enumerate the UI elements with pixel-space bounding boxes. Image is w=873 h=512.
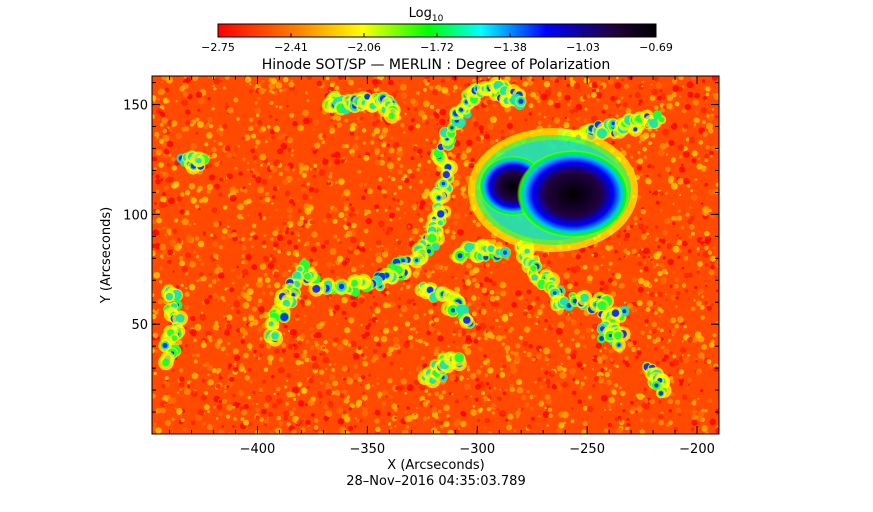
x-axis: −400 −350 −300 −250 −200 <box>169 76 720 457</box>
colorbar-tick-label: −2.06 <box>347 41 381 54</box>
x-axis-label: X (Arcseconds) <box>387 458 484 473</box>
colorbar-tick-label: −1.38 <box>493 41 527 54</box>
x-tick-label: −250 <box>569 442 605 457</box>
x-tick-label: −300 <box>459 442 495 457</box>
colorbar-tick-label: −1.72 <box>420 41 454 54</box>
x-tick-label: −400 <box>240 442 276 457</box>
y-axis-label: Y (Arcseconds) <box>99 207 114 304</box>
colorbar-label: Log10 <box>409 6 444 24</box>
y-tick-label: 50 <box>131 318 148 333</box>
x-tick-label: −350 <box>350 442 386 457</box>
y-tick-label: 100 <box>123 208 148 223</box>
colorbar-tick-label: −1.03 <box>566 41 600 54</box>
colorbar-tick-label: −2.41 <box>274 41 308 54</box>
colorbar-tick-label: −2.75 <box>201 41 235 54</box>
colorbar-ticks: −2.75 −2.41 −2.06 −1.72 −1.38 −1.03 −0.69 <box>201 33 673 54</box>
sunspot-umbra-right <box>517 150 629 238</box>
timestamp: 28–Nov–2016 04:35:03.789 <box>346 474 525 489</box>
heatmap-image <box>152 76 719 434</box>
chart-title: Hinode SOT/SP — MERLIN : Degree of Polar… <box>262 57 611 73</box>
x-tick-label: −200 <box>679 442 715 457</box>
y-tick-label: 150 <box>123 99 148 114</box>
y-axis: 50 100 150 <box>123 82 719 413</box>
plot-frame <box>151 75 720 435</box>
colorbar-tick-label: −0.69 <box>639 41 673 54</box>
